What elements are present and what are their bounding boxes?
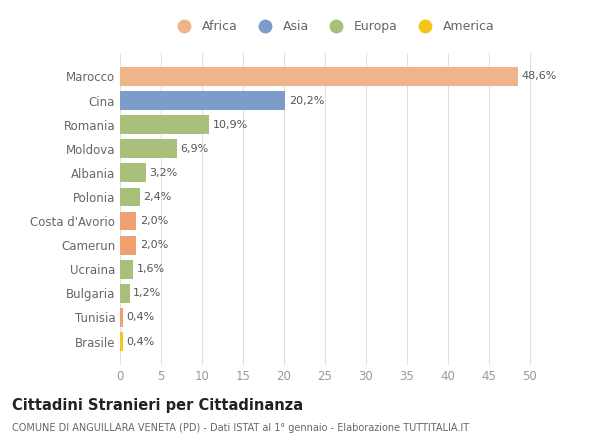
Text: 6,9%: 6,9% — [180, 144, 208, 154]
Text: 2,4%: 2,4% — [143, 192, 172, 202]
Text: 0,4%: 0,4% — [127, 312, 155, 323]
Text: 20,2%: 20,2% — [289, 95, 324, 106]
Text: 2,0%: 2,0% — [140, 240, 168, 250]
Bar — [120, 260, 133, 279]
Text: 1,2%: 1,2% — [133, 288, 161, 298]
Legend: Africa, Asia, Europa, America: Africa, Asia, Europa, America — [167, 15, 499, 38]
Bar — [120, 236, 136, 255]
Text: 2,0%: 2,0% — [140, 216, 168, 226]
Bar — [120, 308, 123, 327]
Bar — [120, 139, 176, 158]
Text: 0,4%: 0,4% — [127, 337, 155, 347]
Bar — [120, 115, 209, 134]
Text: COMUNE DI ANGUILLARA VENETA (PD) - Dati ISTAT al 1° gennaio - Elaborazione TUTTI: COMUNE DI ANGUILLARA VENETA (PD) - Dati … — [12, 423, 469, 433]
Bar — [120, 332, 123, 351]
Text: 3,2%: 3,2% — [149, 168, 178, 178]
Bar — [120, 91, 286, 110]
Bar — [120, 284, 130, 303]
Text: 10,9%: 10,9% — [212, 120, 248, 130]
Text: Cittadini Stranieri per Cittadinanza: Cittadini Stranieri per Cittadinanza — [12, 398, 303, 413]
Text: 1,6%: 1,6% — [136, 264, 164, 274]
Bar — [120, 67, 518, 86]
Bar — [120, 187, 140, 206]
Bar — [120, 163, 146, 182]
Text: 48,6%: 48,6% — [521, 71, 557, 81]
Bar — [120, 212, 136, 231]
